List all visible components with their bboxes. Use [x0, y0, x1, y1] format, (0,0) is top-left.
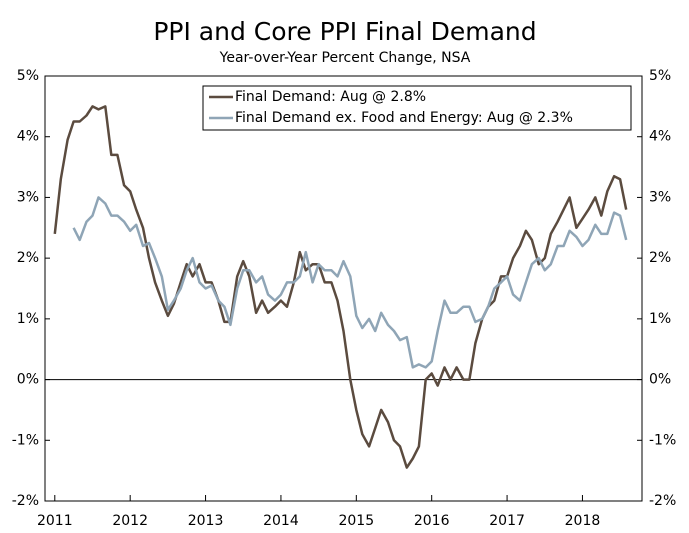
x-tick-label: 2018	[565, 513, 601, 529]
x-tick-label: 2014	[263, 513, 299, 529]
y-tick-label: 5%	[17, 68, 39, 84]
y-tick-label: 2%	[17, 250, 39, 266]
legend-label: Final Demand: Aug @ 2.8%	[235, 89, 426, 105]
legend-label: Final Demand ex. Food and Energy: Aug @ …	[235, 110, 573, 126]
series-line	[72, 196, 628, 369]
chart-title: PPI and Core PPI Final Demand	[153, 17, 536, 46]
y-tick-label: 1%	[17, 311, 39, 327]
y2-tick-label: 3%	[649, 189, 671, 205]
y2-tick-label: 0%	[649, 372, 671, 388]
legend-box	[202, 85, 632, 131]
x-tick-label: 2012	[112, 513, 148, 529]
plot-frame	[44, 75, 643, 502]
y2-tick-label: 4%	[649, 129, 671, 145]
x-tick-label: 2016	[414, 513, 450, 529]
y2-tick-label: -2%	[649, 493, 676, 509]
y2-tick-label: 1%	[649, 311, 671, 327]
y2-tick-label: -1%	[649, 432, 676, 448]
y2-tick-label: 5%	[649, 68, 671, 84]
chart-subtitle: Year-over-Year Percent Change, NSA	[219, 50, 471, 66]
x-tick-label: 2011	[37, 513, 73, 529]
x-tick-label: 2015	[338, 513, 374, 529]
series-line	[53, 105, 628, 469]
x-tick-label: 2017	[489, 513, 525, 529]
y2-tick-label: 2%	[649, 250, 671, 266]
y-tick-label: -2%	[12, 493, 39, 509]
y-tick-label: 4%	[17, 129, 39, 145]
y-tick-label: -1%	[12, 432, 39, 448]
x-tick-label: 2013	[188, 513, 224, 529]
y-tick-label: 3%	[17, 189, 39, 205]
y-tick-label: 0%	[17, 372, 39, 388]
